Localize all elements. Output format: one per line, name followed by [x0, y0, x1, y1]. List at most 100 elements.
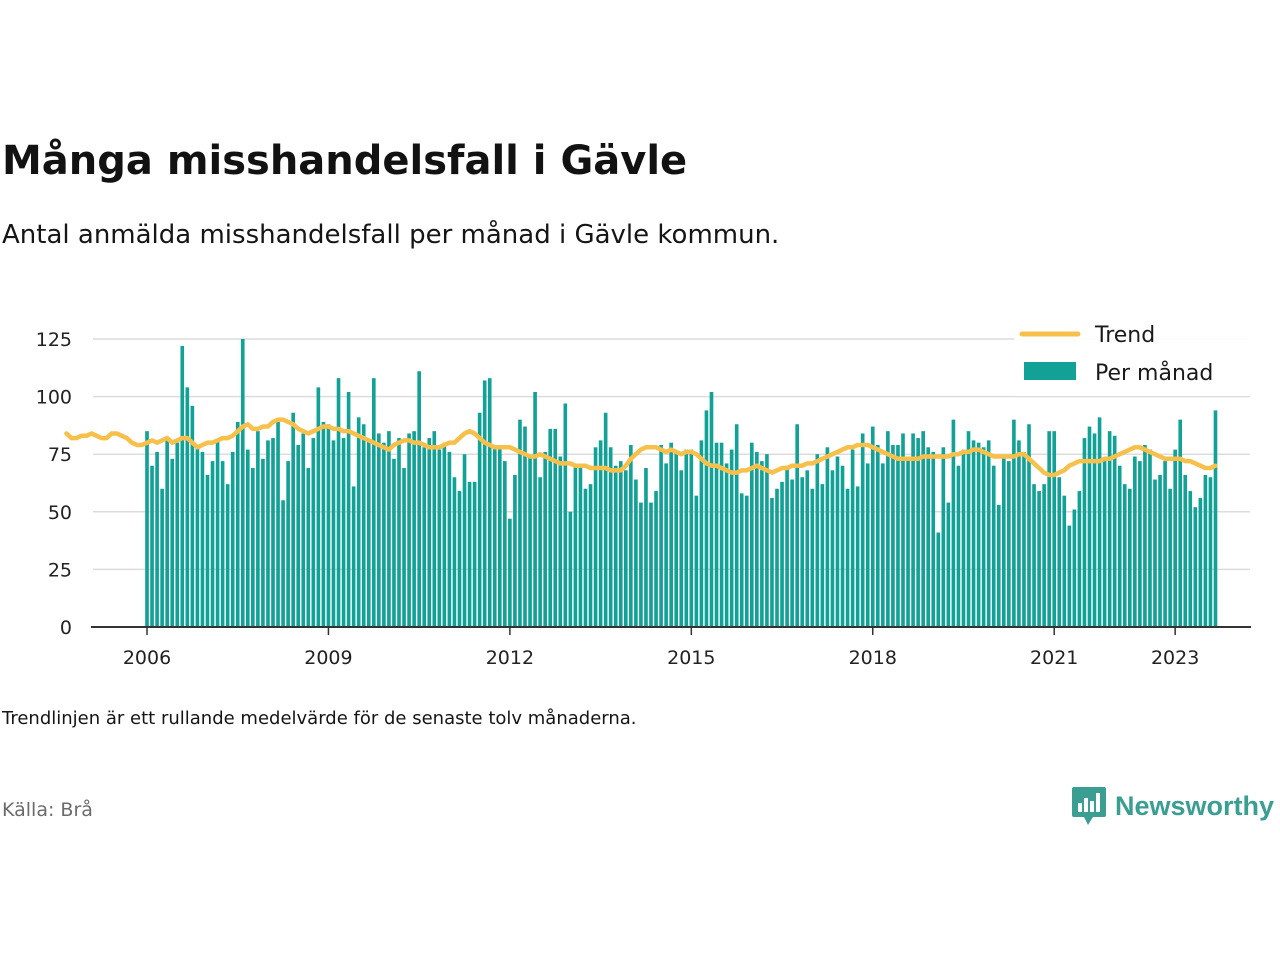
bar: [271, 438, 275, 627]
bar: [901, 433, 905, 627]
bar: [840, 465, 845, 627]
bar: [437, 449, 442, 627]
y-tick-label: 0: [60, 617, 72, 639]
bar: [1062, 495, 1067, 627]
bar: [719, 442, 724, 627]
bar: [377, 433, 381, 627]
bar: [981, 447, 986, 627]
bar: [1092, 433, 1097, 627]
bar: [1203, 474, 1208, 627]
bar: [397, 438, 401, 627]
bar: [1138, 461, 1142, 627]
bar: [175, 442, 180, 627]
bar: [1208, 477, 1213, 627]
bar: [694, 495, 699, 627]
bar: [256, 431, 260, 627]
bar: [613, 465, 618, 627]
bar: [835, 456, 840, 627]
bar: [881, 463, 885, 627]
bar: [765, 454, 769, 627]
legend-label-trend: Trend: [1094, 323, 1155, 348]
y-tick-label: 25: [48, 559, 72, 581]
bar: [709, 391, 714, 627]
bar: [1037, 491, 1041, 627]
bar: [205, 474, 210, 627]
bar: [639, 502, 643, 627]
bar: [558, 456, 563, 627]
bar: [689, 449, 694, 627]
bar: [150, 465, 154, 627]
bar: [548, 428, 553, 627]
bar: [1082, 438, 1087, 627]
y-tick-label: 100: [36, 387, 72, 409]
bar: [266, 440, 270, 627]
legend-label-per-manad: Per månad: [1095, 360, 1213, 386]
bar: [926, 447, 931, 627]
bar: [185, 387, 190, 627]
bar: [442, 442, 447, 627]
bar: [1183, 474, 1188, 627]
bar: [603, 412, 608, 627]
bar: [215, 440, 220, 627]
bar: [336, 378, 341, 627]
bar: [447, 451, 452, 627]
bar: [805, 470, 810, 627]
bar: [654, 491, 658, 627]
bar: [850, 449, 855, 627]
bar: [1213, 410, 1218, 627]
bar: [1102, 461, 1107, 627]
bar: [1097, 417, 1102, 627]
bar: [523, 426, 527, 627]
bar: [1112, 435, 1117, 627]
bar: [1188, 491, 1193, 627]
bar: [220, 461, 225, 627]
bar: [1032, 484, 1036, 627]
bar: [618, 461, 623, 627]
bar: [422, 447, 427, 627]
bar: [467, 481, 472, 627]
bar: [487, 378, 492, 627]
trend-line-group: [64, 417, 1218, 478]
bar: [417, 371, 421, 627]
bar: [1027, 424, 1031, 627]
bar: [412, 431, 416, 627]
bar: [810, 488, 815, 627]
bar: [790, 479, 794, 627]
bar: [623, 470, 628, 627]
bar: [956, 465, 961, 627]
bar: [825, 447, 830, 627]
bar: [911, 433, 915, 627]
bar: [1052, 431, 1057, 627]
brand-name: Newsworthy: [1114, 790, 1274, 821]
bar: [724, 463, 729, 627]
bar: [553, 428, 558, 627]
bar: [427, 438, 432, 627]
bar: [402, 468, 406, 627]
bar: [513, 474, 517, 627]
bar: [382, 442, 386, 627]
bar: [734, 424, 739, 627]
x-tick-label: 2018: [849, 647, 897, 669]
bar: [951, 419, 956, 627]
bar: [165, 438, 169, 627]
bar: [1122, 484, 1127, 627]
bar: [729, 449, 734, 627]
bar: [704, 410, 709, 627]
bar: [180, 345, 185, 627]
bar: [991, 465, 996, 627]
bar: [573, 465, 578, 627]
bar: [916, 438, 920, 627]
bar: [1127, 488, 1132, 627]
bar: [1007, 461, 1011, 627]
bar: [1077, 491, 1082, 627]
chart-title: Många misshandelsfall i Gävle: [2, 138, 688, 184]
bar: [865, 463, 870, 627]
legend-bar-swatch: [1024, 362, 1076, 380]
bar: [160, 488, 164, 627]
x-tick-label: 2015: [667, 647, 715, 669]
bar: [1012, 419, 1016, 627]
y-tick-label: 75: [48, 444, 72, 466]
chart-footnote: Trendlinjen är ett rullande medelvärde f…: [2, 708, 637, 729]
bar: [1067, 525, 1072, 627]
bar: [230, 451, 235, 627]
